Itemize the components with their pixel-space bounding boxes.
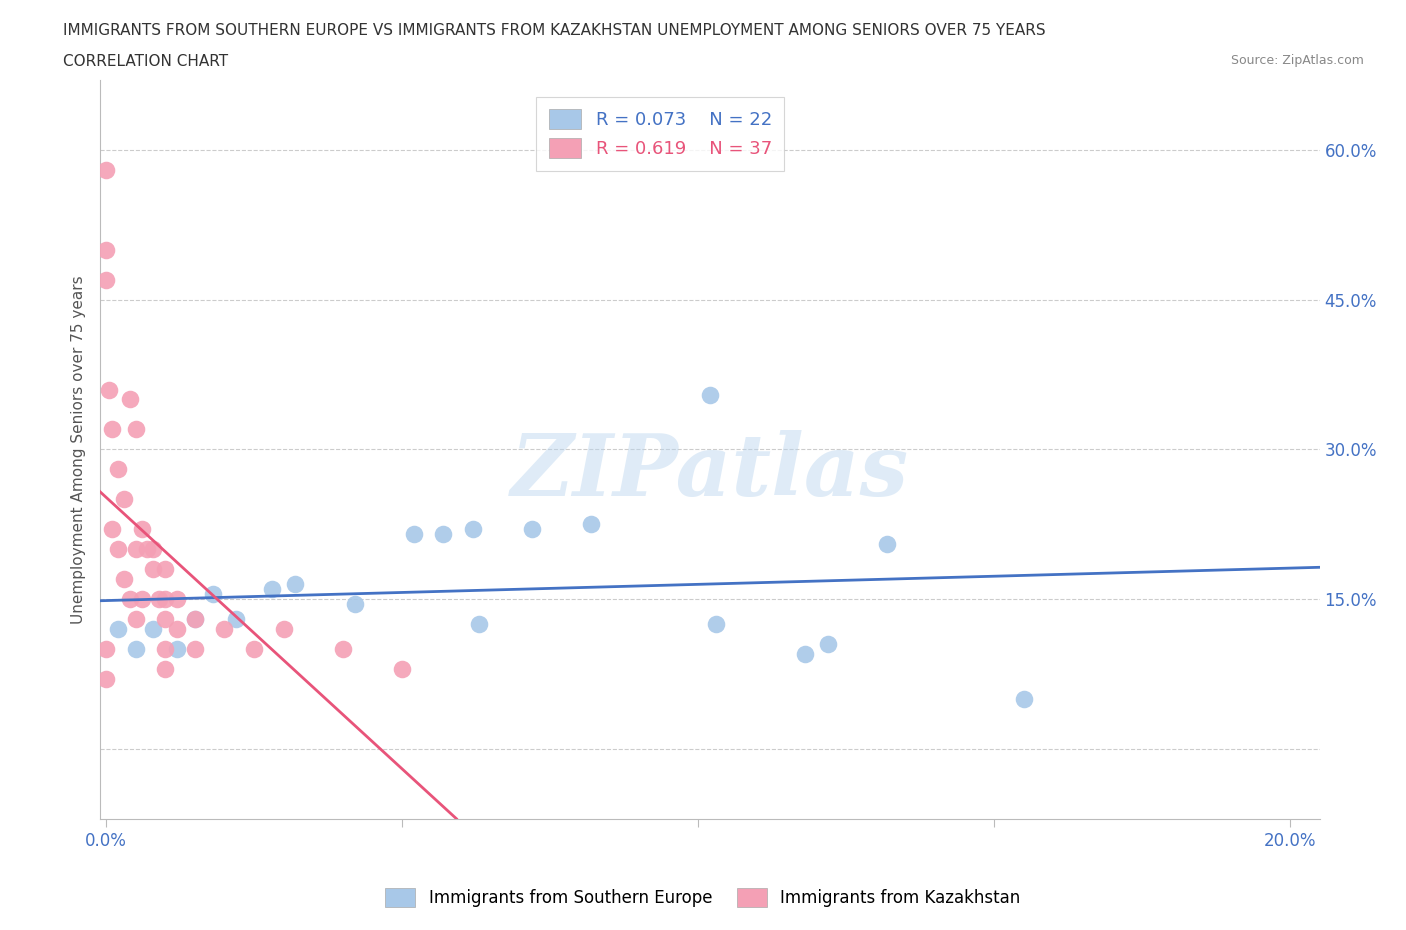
Point — [148, 591, 170, 606]
Point — [101, 422, 124, 437]
Point — [118, 392, 141, 407]
Point — [131, 591, 153, 606]
Point — [155, 612, 177, 627]
Point — [94, 272, 117, 287]
Point — [184, 612, 207, 627]
Text: Source: ZipAtlas.com: Source: ZipAtlas.com — [1230, 54, 1364, 67]
Point — [793, 646, 815, 661]
Point — [101, 522, 124, 537]
Point — [94, 243, 117, 258]
Point — [201, 587, 224, 602]
Point — [155, 661, 177, 676]
Legend: R = 0.073    N = 22, R = 0.619    N = 37: R = 0.073 N = 22, R = 0.619 N = 37 — [536, 97, 785, 170]
Point — [124, 642, 146, 657]
Point — [155, 642, 177, 657]
Point — [225, 612, 247, 627]
Point — [468, 617, 491, 631]
Point — [260, 581, 283, 596]
Point — [184, 612, 207, 627]
Point — [98, 382, 121, 397]
Point — [166, 642, 188, 657]
Point — [461, 522, 484, 537]
Point — [699, 387, 721, 402]
Point — [166, 621, 188, 636]
Point — [704, 617, 727, 631]
Point — [876, 537, 898, 551]
Point — [402, 526, 425, 541]
Point — [522, 522, 544, 537]
Point — [343, 597, 366, 612]
Point — [155, 591, 177, 606]
Point — [131, 522, 153, 537]
Point — [107, 542, 129, 557]
Point — [136, 542, 159, 557]
Point — [155, 562, 177, 577]
Point — [432, 526, 454, 541]
Point — [107, 621, 129, 636]
Text: CORRELATION CHART: CORRELATION CHART — [63, 54, 228, 69]
Point — [94, 671, 117, 686]
Point — [124, 612, 146, 627]
Point — [817, 637, 839, 652]
Point — [243, 642, 266, 657]
Y-axis label: Unemployment Among Seniors over 75 years: Unemployment Among Seniors over 75 years — [72, 275, 86, 624]
Point — [94, 163, 117, 178]
Point — [142, 542, 165, 557]
Point — [1012, 692, 1035, 707]
Point — [142, 562, 165, 577]
Point — [273, 621, 295, 636]
Text: IMMIGRANTS FROM SOUTHERN EUROPE VS IMMIGRANTS FROM KAZAKHSTAN UNEMPLOYMENT AMONG: IMMIGRANTS FROM SOUTHERN EUROPE VS IMMIG… — [63, 23, 1046, 38]
Point — [332, 642, 354, 657]
Point — [284, 577, 307, 591]
Point — [166, 591, 188, 606]
Point — [391, 661, 413, 676]
Point — [142, 621, 165, 636]
Point — [184, 642, 207, 657]
Point — [118, 591, 141, 606]
Point — [94, 642, 117, 657]
Point — [107, 462, 129, 477]
Point — [214, 621, 236, 636]
Legend: Immigrants from Southern Europe, Immigrants from Kazakhstan: Immigrants from Southern Europe, Immigra… — [375, 878, 1031, 917]
Point — [112, 492, 135, 507]
Point — [124, 542, 146, 557]
Text: ZIPatlas: ZIPatlas — [510, 430, 908, 513]
Point — [581, 517, 603, 532]
Point — [124, 422, 146, 437]
Point — [112, 572, 135, 587]
